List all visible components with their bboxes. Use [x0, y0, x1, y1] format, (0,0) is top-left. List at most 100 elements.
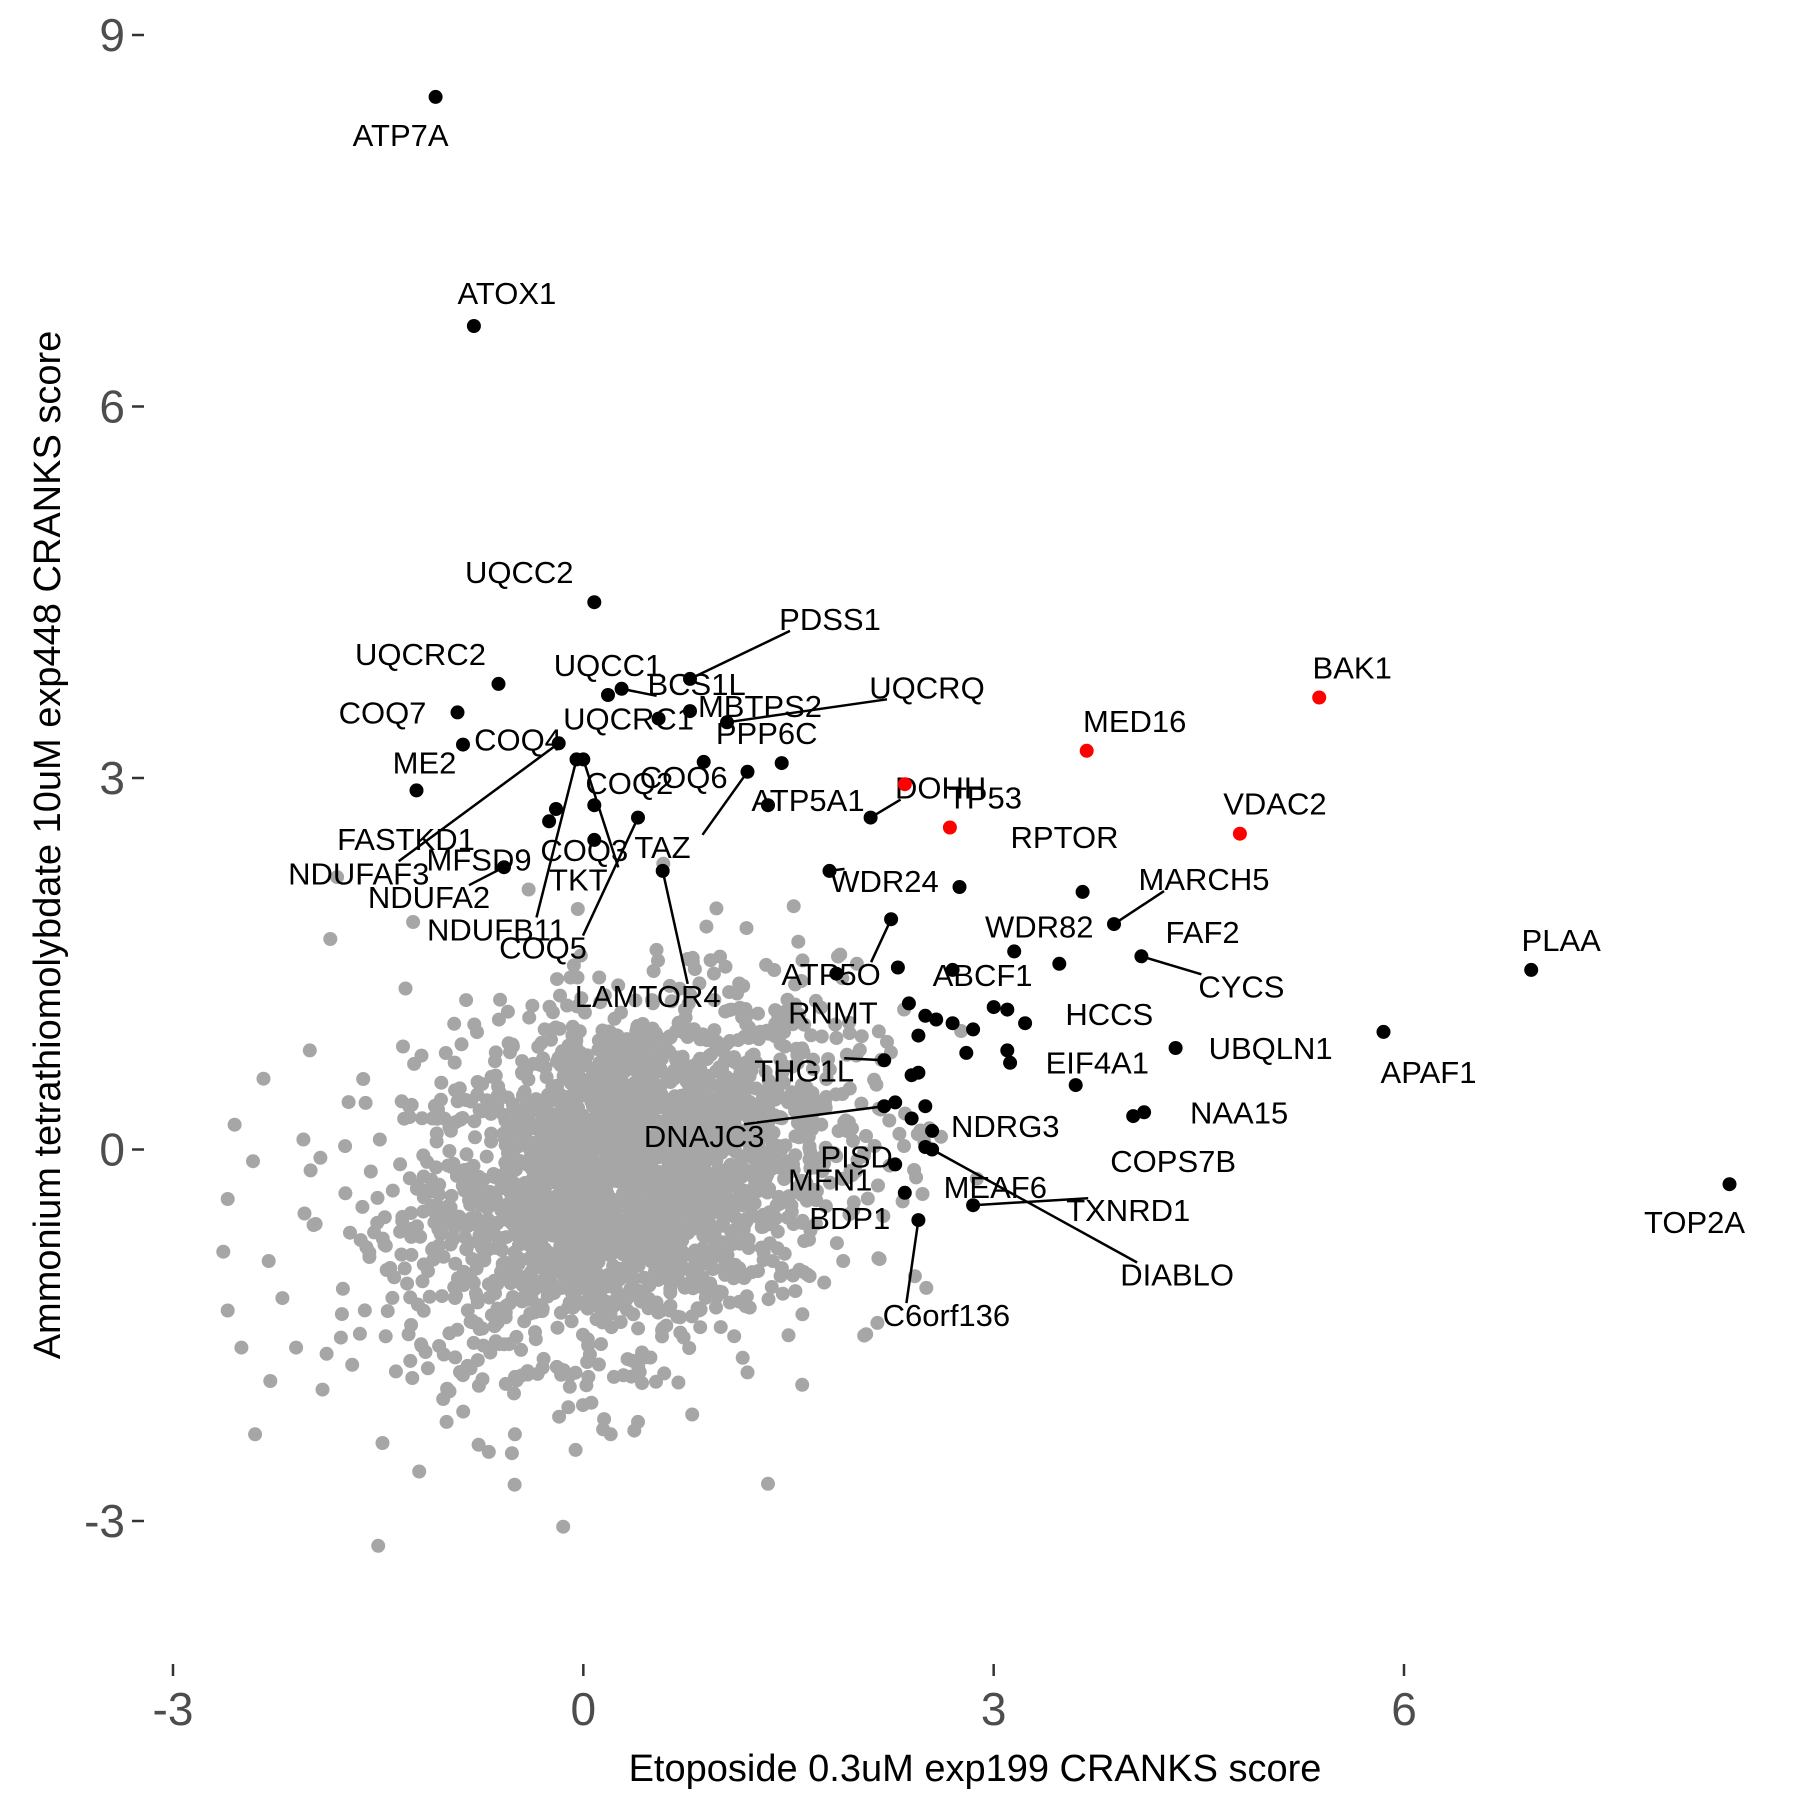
- y-tick-label: 0: [99, 1124, 125, 1176]
- background-point: [637, 1270, 652, 1285]
- background-point: [709, 1300, 723, 1315]
- background-point: [674, 1243, 689, 1258]
- data-point: [491, 676, 506, 691]
- background-point: [821, 1052, 836, 1067]
- background-point: [498, 1376, 513, 1391]
- background-point: [630, 1257, 645, 1272]
- background-point: [739, 921, 754, 936]
- background-point: [829, 1236, 844, 1251]
- background-point: [617, 1216, 632, 1231]
- background-point: [601, 1191, 616, 1206]
- background-point: [794, 974, 809, 988]
- background-point: [729, 1211, 743, 1226]
- data-point: [918, 1099, 933, 1114]
- background-point: [464, 1094, 478, 1109]
- background-point: [528, 1332, 543, 1347]
- label-leader-line: [661, 870, 689, 985]
- data-point: [986, 1000, 1001, 1015]
- background-point: [649, 1295, 664, 1310]
- background-point: [508, 1162, 523, 1177]
- background-point: [470, 1295, 485, 1310]
- background-point: [549, 1221, 564, 1236]
- background-point: [537, 1212, 552, 1227]
- background-point: [383, 1261, 398, 1275]
- background-point: [448, 1083, 463, 1098]
- background-point: [781, 1328, 796, 1343]
- background-point: [435, 1289, 449, 1304]
- gene-label: MED16: [1083, 704, 1186, 739]
- background-point: [759, 957, 774, 972]
- background-point: [491, 1012, 506, 1027]
- background-point: [216, 1244, 231, 1259]
- background-point: [476, 1338, 491, 1353]
- background-point: [749, 1081, 764, 1096]
- background-point: [227, 1117, 242, 1132]
- background-point: [275, 1291, 290, 1306]
- background-point: [552, 1409, 567, 1424]
- background-point: [711, 1096, 726, 1110]
- background-point: [479, 1093, 494, 1108]
- data-point: [925, 1142, 940, 1157]
- background-point: [467, 1017, 482, 1032]
- background-point: [854, 1029, 869, 1044]
- background-point: [527, 1155, 542, 1170]
- background-point: [909, 1170, 924, 1185]
- background-point: [678, 1010, 693, 1025]
- background-point: [404, 1097, 419, 1112]
- background-point: [405, 1371, 420, 1385]
- background-point: [421, 1264, 435, 1279]
- background-point: [814, 1029, 829, 1044]
- background-point: [445, 1232, 460, 1247]
- background-point: [543, 1174, 557, 1189]
- background-point: [876, 1209, 891, 1223]
- background-point: [555, 1044, 570, 1059]
- background-point: [315, 1382, 330, 1397]
- background-point: [355, 1199, 370, 1214]
- background-point: [693, 1116, 708, 1131]
- data-point: [884, 912, 899, 927]
- background-point: [513, 1233, 528, 1248]
- background-point: [468, 1130, 482, 1145]
- background-point: [583, 1190, 598, 1205]
- background-point: [442, 1144, 457, 1158]
- background-point: [790, 1048, 805, 1063]
- background-point: [397, 1261, 412, 1276]
- background-point: [706, 1262, 720, 1277]
- background-point: [246, 1154, 260, 1169]
- background-point: [590, 1267, 604, 1282]
- background-point: [605, 1295, 620, 1310]
- data-point: [942, 820, 957, 835]
- background-point: [370, 1190, 385, 1205]
- background-point: [690, 1262, 705, 1277]
- data-point: [897, 1185, 912, 1200]
- background-point: [653, 1187, 668, 1202]
- background-point: [727, 1116, 742, 1131]
- background-point: [495, 1243, 509, 1258]
- background-point: [552, 1021, 567, 1036]
- label-leader-line: [535, 759, 578, 918]
- gene-label: TKT: [549, 862, 608, 897]
- background-point: [531, 1039, 546, 1054]
- background-point: [562, 1100, 577, 1115]
- background-point: [804, 1122, 819, 1137]
- background-point: [482, 1290, 497, 1305]
- background-point: [514, 1200, 529, 1214]
- background-point: [434, 1075, 449, 1090]
- gene-label: NDUFB11: [427, 912, 566, 947]
- background-point: [388, 1364, 403, 1379]
- gene-label: LAMTOR4: [575, 979, 721, 1014]
- background-point: [564, 1284, 579, 1299]
- background-point: [561, 1259, 575, 1274]
- background-point: [234, 1340, 249, 1355]
- background-point: [592, 970, 607, 985]
- gene-label: PISD: [820, 1140, 892, 1175]
- background-point: [732, 1000, 747, 1015]
- background-point: [716, 1077, 731, 1092]
- background-point: [688, 1153, 703, 1168]
- x-axis-title: Etoposide 0.3uM exp199 CRANKS score: [629, 1748, 1322, 1790]
- background-point: [556, 1519, 571, 1534]
- data-point: [1126, 1109, 1141, 1124]
- background-point: [472, 1187, 487, 1202]
- background-point: [407, 1056, 422, 1071]
- background-point: [687, 962, 702, 977]
